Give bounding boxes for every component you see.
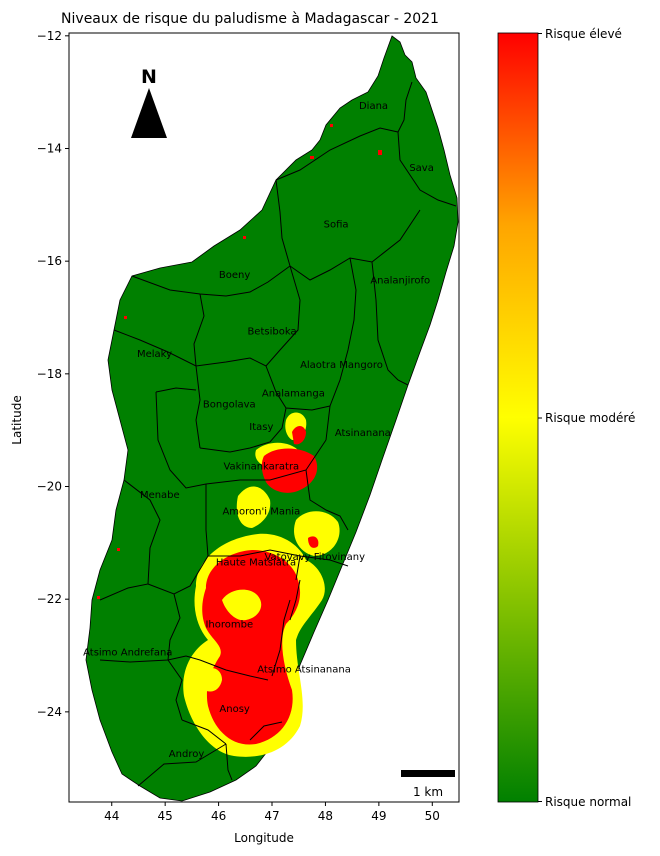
plot-frame	[68, 32, 460, 803]
colorbar-label-moderate: Risque modéré	[545, 411, 635, 425]
y-tick-label: −20	[37, 480, 62, 494]
region-label: Sofia	[324, 219, 349, 230]
region-label: Atsimo Andrefana	[83, 648, 172, 659]
colorbar-label-normal: Risque normal	[545, 795, 631, 809]
moderate-inner-ring-2	[197, 667, 222, 692]
region-label: Haute Matsiatra	[216, 557, 296, 568]
y-tick-label: −12	[37, 29, 62, 43]
x-tick-label: 47	[264, 809, 279, 823]
region-label: Alaotra Mangoro	[300, 360, 383, 371]
region-label: Bongolava	[203, 400, 256, 411]
colorbar-gradient	[497, 32, 539, 803]
x-axis-ticks: 44 45 46 47 48 49 50	[104, 802, 440, 823]
region-labels: Diana Sava Sofia Boeny Analanjirofo Betsiboka…	[83, 101, 434, 760]
region-label: Anosy	[219, 704, 250, 715]
y-tick-label: −18	[37, 367, 62, 381]
region-label: Menabe	[140, 490, 180, 501]
region-label: Androy	[169, 749, 205, 760]
region-label: Amoron'i Mania	[222, 507, 300, 518]
region-label: Betsiboka	[247, 326, 296, 337]
y-tick-label: −14	[37, 141, 62, 155]
region-label: Atsimo Atsinanana	[257, 664, 351, 675]
y-axis-ticks: −12 −14 −16 −18 −20 −22 −24	[37, 29, 69, 719]
region-label: Melaky	[137, 349, 172, 360]
region-label: Vakinankaratra	[223, 462, 299, 473]
region-label: Analamanga	[262, 388, 325, 399]
x-axis-label: Longitude	[234, 831, 294, 845]
y-axis-label: Latitude	[10, 395, 24, 444]
scale-bar: 1 km	[401, 770, 455, 799]
scale-bar-line	[401, 770, 455, 777]
madagascar-landmass	[85, 35, 459, 802]
north-arrow-icon	[131, 88, 167, 138]
region-label: Ihorombe	[205, 619, 253, 630]
region-label: Vatovavy Fitovinany	[264, 552, 365, 563]
region-boundaries	[99, 81, 457, 787]
region-label: Sava	[409, 163, 434, 174]
region-label: Atsinanana	[335, 428, 391, 439]
north-arrow: N	[131, 66, 167, 138]
region-label: Analanjirofo	[370, 276, 430, 287]
coastal-high-risk-dots	[97, 124, 382, 599]
north-label: N	[141, 66, 157, 88]
x-tick-label: 49	[371, 809, 386, 823]
y-tick-label: −22	[37, 592, 62, 606]
x-tick-label: 44	[104, 809, 119, 823]
map-title: Niveaux de risque du paludisme à Madagas…	[61, 11, 439, 27]
region-label: Boeny	[219, 270, 250, 281]
y-tick-label: −24	[37, 705, 62, 719]
colorbar: Risque élevé Risque modéré Risque normal	[497, 27, 635, 809]
region-label: Diana	[359, 101, 388, 112]
x-tick-label: 50	[425, 809, 440, 823]
moderate-inner-ring	[222, 589, 262, 621]
x-tick-label: 46	[211, 809, 226, 823]
scale-bar-label: 1 km	[413, 785, 443, 799]
x-tick-label: 48	[318, 809, 333, 823]
region-label: Itasy	[249, 422, 273, 433]
colorbar-label-high: Risque élevé	[545, 27, 622, 41]
y-tick-label: −16	[37, 254, 62, 268]
x-tick-label: 45	[158, 809, 173, 823]
